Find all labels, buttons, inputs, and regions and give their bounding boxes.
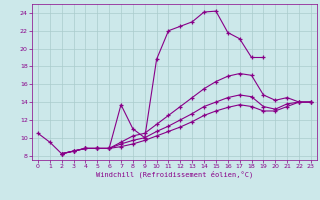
X-axis label: Windchill (Refroidissement éolien,°C): Windchill (Refroidissement éolien,°C): [96, 171, 253, 178]
